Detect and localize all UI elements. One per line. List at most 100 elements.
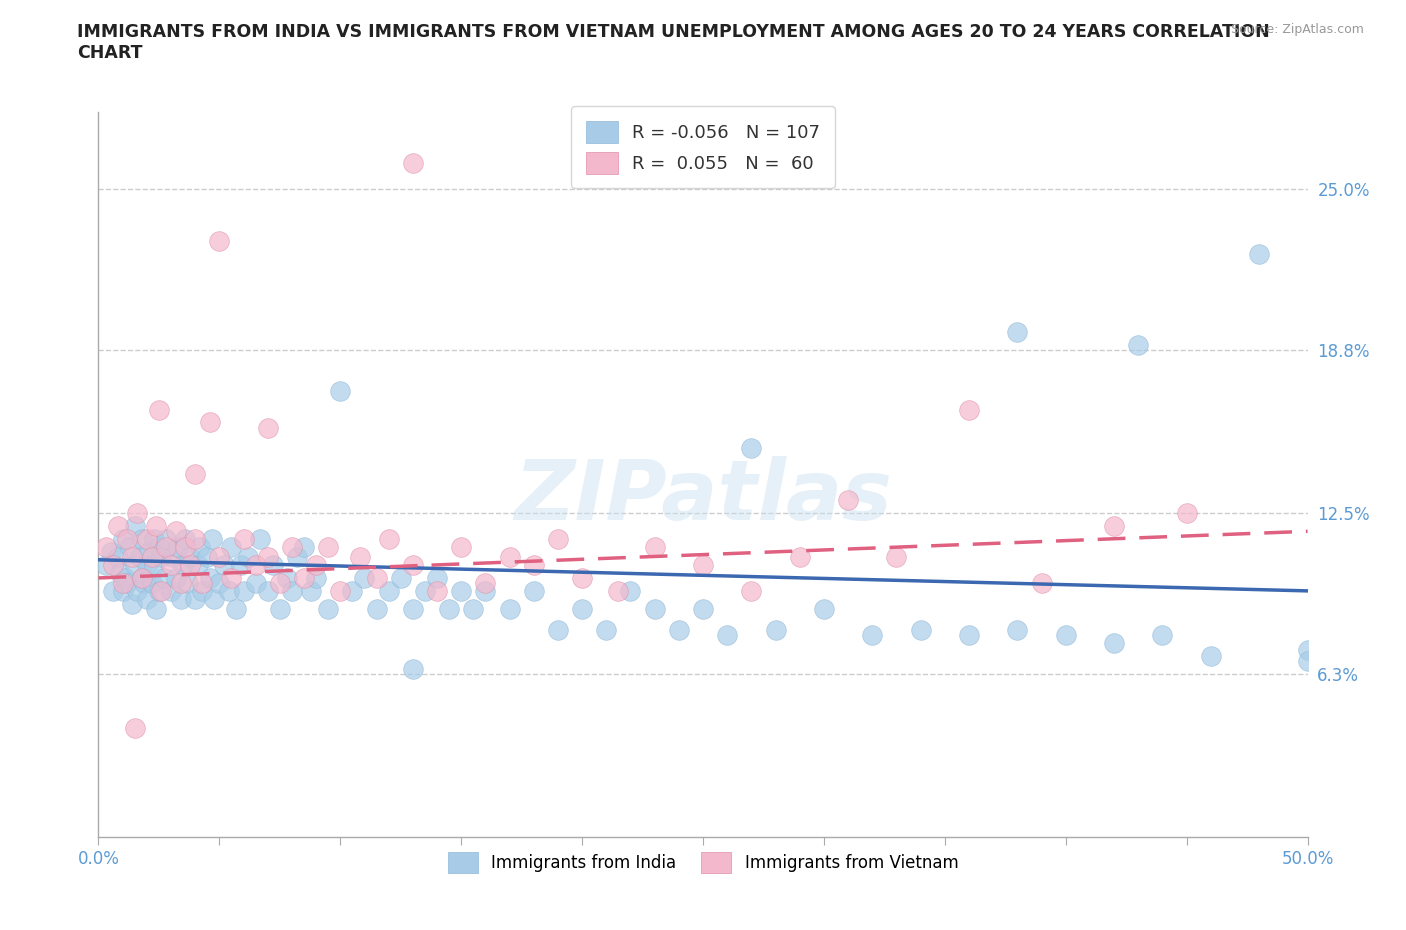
Point xyxy=(886,550,908,565)
Text: Source: ZipAtlas.com: Source: ZipAtlas.com xyxy=(1230,23,1364,36)
Point xyxy=(117,532,139,547)
Point xyxy=(571,570,593,585)
Point xyxy=(198,415,221,430)
Point xyxy=(138,545,160,560)
Point xyxy=(402,661,425,676)
Point xyxy=(174,532,197,547)
Point xyxy=(121,596,143,611)
Legend: Immigrants from India, Immigrants from Vietnam: Immigrants from India, Immigrants from V… xyxy=(441,845,965,880)
Point xyxy=(94,558,117,573)
Point xyxy=(143,558,166,573)
Point xyxy=(101,558,124,573)
Point xyxy=(349,550,371,565)
Point xyxy=(269,576,291,591)
Point xyxy=(187,558,209,573)
Point xyxy=(141,576,163,591)
Point xyxy=(118,539,141,554)
Point xyxy=(165,524,187,538)
Point xyxy=(101,583,124,598)
Point xyxy=(131,570,153,585)
Point xyxy=(740,583,762,598)
Point xyxy=(143,532,166,547)
Point xyxy=(789,550,811,565)
Point xyxy=(377,583,399,598)
Point xyxy=(402,156,425,171)
Point xyxy=(131,570,153,585)
Point xyxy=(155,539,177,554)
Point xyxy=(111,576,134,591)
Point xyxy=(124,519,146,534)
Point xyxy=(305,570,328,585)
Point xyxy=(450,539,472,554)
Point xyxy=(148,539,170,554)
Point xyxy=(1249,246,1271,261)
Point xyxy=(644,602,666,617)
Point xyxy=(204,591,226,606)
Point xyxy=(124,558,146,573)
Point xyxy=(692,602,714,617)
Point xyxy=(474,583,496,598)
Point xyxy=(174,539,197,554)
Point xyxy=(837,493,859,508)
Point xyxy=(377,532,399,547)
Point xyxy=(269,602,291,617)
Point xyxy=(179,550,201,565)
Point xyxy=(281,583,304,598)
Point xyxy=(292,570,315,585)
Point xyxy=(437,602,460,617)
Point xyxy=(121,550,143,565)
Point xyxy=(148,402,170,417)
Point xyxy=(342,583,364,598)
Point xyxy=(100,545,122,560)
Point xyxy=(134,576,156,591)
Point xyxy=(221,539,243,554)
Point xyxy=(135,591,157,606)
Point xyxy=(94,539,117,554)
Point xyxy=(1007,622,1029,637)
Point xyxy=(169,591,191,606)
Text: CHART: CHART xyxy=(77,44,143,61)
Point xyxy=(245,558,267,573)
Point xyxy=(607,583,630,598)
Point xyxy=(957,402,980,417)
Point xyxy=(450,583,472,598)
Point xyxy=(740,441,762,456)
Point xyxy=(108,565,131,580)
Point xyxy=(127,583,149,598)
Point xyxy=(329,583,352,598)
Point xyxy=(141,550,163,565)
Point xyxy=(353,570,375,585)
Point xyxy=(198,570,221,585)
Point xyxy=(281,539,304,554)
Point xyxy=(218,583,240,598)
Point xyxy=(191,576,214,591)
Point xyxy=(813,602,835,617)
Point xyxy=(131,532,153,547)
Point xyxy=(413,583,436,598)
Point xyxy=(316,602,339,617)
Point xyxy=(305,558,328,573)
Point xyxy=(135,558,157,573)
Point xyxy=(692,558,714,573)
Point xyxy=(184,467,207,482)
Point xyxy=(107,550,129,565)
Point xyxy=(191,583,214,598)
Point xyxy=(169,576,191,591)
Point xyxy=(498,602,520,617)
Point xyxy=(256,420,278,435)
Point xyxy=(177,576,200,591)
Point xyxy=(195,550,218,565)
Point xyxy=(107,519,129,534)
Point xyxy=(765,622,787,637)
Point xyxy=(1199,648,1222,663)
Point xyxy=(1296,643,1319,658)
Point xyxy=(160,558,183,573)
Point xyxy=(595,622,617,637)
Point xyxy=(162,550,184,565)
Point xyxy=(111,583,134,598)
Point xyxy=(150,550,173,565)
Point xyxy=(145,602,167,617)
Point xyxy=(221,570,243,585)
Point xyxy=(212,558,235,573)
Point xyxy=(402,558,425,573)
